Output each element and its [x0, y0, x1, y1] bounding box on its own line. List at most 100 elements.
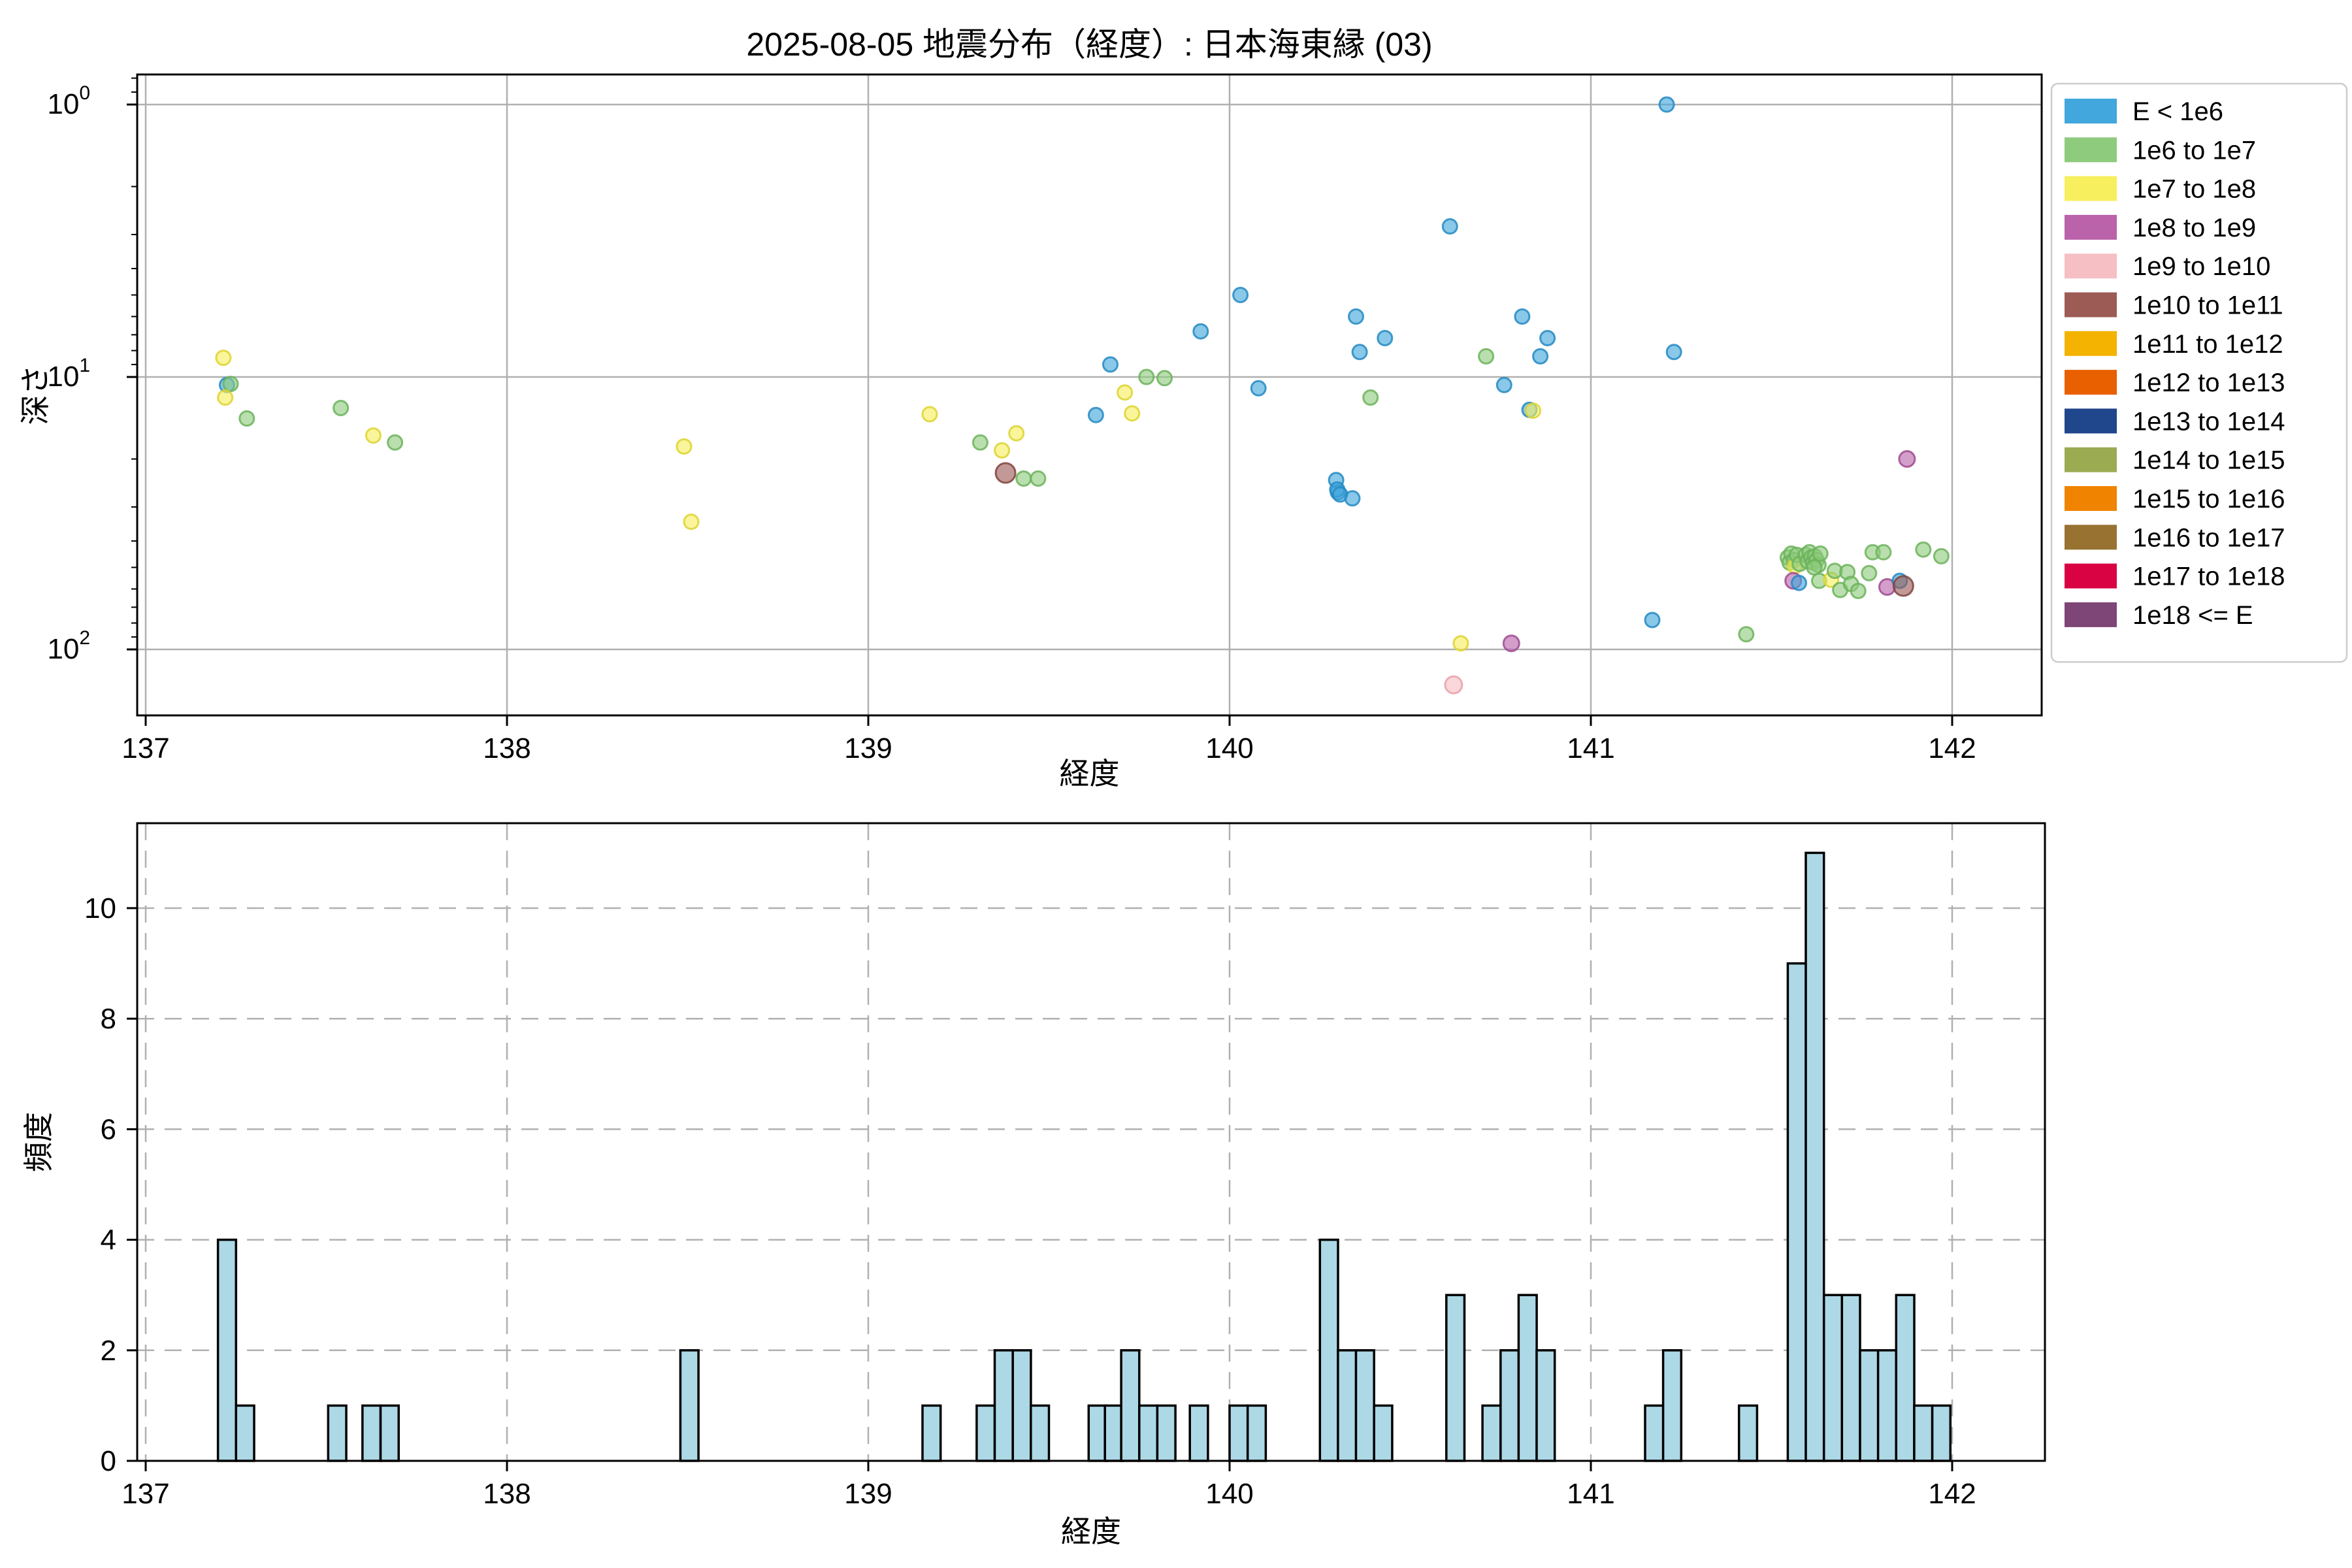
legend-label: E < 1e6 — [2132, 97, 2223, 126]
scatter-point — [1124, 405, 1141, 422]
histogram-bar — [1188, 1404, 1209, 1462]
scatter-yaxis-label: 深さ — [18, 365, 52, 425]
scatter-point — [1812, 545, 1829, 562]
energy-legend: E < 1e6 1e6 to 1e7 1e7 to 1e8 1e8 to 1e9 1e9… — [2050, 82, 2348, 663]
scatter-point — [972, 434, 988, 451]
histogram-bar — [1840, 1294, 1861, 1462]
scatter-point — [1192, 323, 1209, 340]
scatter-point — [1644, 612, 1661, 629]
histogram-xtick-label: 140 — [1205, 1478, 1253, 1510]
histogram-xtick-label: 138 — [483, 1478, 531, 1510]
scatter-point — [1030, 470, 1047, 487]
legend-swatch — [2065, 99, 2117, 123]
histogram-bar — [379, 1404, 400, 1462]
histogram-bar — [1354, 1349, 1375, 1462]
scatter-point — [1525, 402, 1541, 419]
scatter-point — [1738, 626, 1755, 643]
scatter-point — [1658, 96, 1675, 113]
legend-swatch — [2065, 408, 2117, 434]
histogram-ytick-label: 0 — [101, 1445, 116, 1477]
histogram-bar — [1318, 1238, 1339, 1462]
scatter-point — [365, 427, 382, 444]
scatter-point — [1344, 490, 1361, 507]
scatter-ticks — [127, 77, 1953, 726]
scatter-xtick-label: 137 — [122, 732, 169, 764]
scatter-xtick-label: 139 — [844, 732, 892, 764]
histogram-bar — [1445, 1294, 1466, 1462]
scatter-point — [1665, 344, 1682, 361]
legend-label: 1e10 to 1e11 — [2132, 291, 2283, 320]
histogram-bar — [1805, 851, 1825, 1462]
scatter-point — [1532, 348, 1549, 365]
scatter-point — [1791, 574, 1807, 591]
histogram-bars — [216, 851, 1952, 1462]
legend-label: 1e6 to 1e7 — [2132, 136, 2256, 165]
legend-label: 1e18 <= E — [2132, 601, 2253, 630]
legend-label: 1e8 to 1e9 — [2132, 214, 2256, 242]
scatter-xtick-label: 140 — [1205, 732, 1253, 764]
histogram-bar — [1481, 1404, 1502, 1462]
legend-label: 1e12 to 1e13 — [2132, 368, 2285, 397]
histogram-axes-frame — [136, 822, 2046, 1462]
legend-label: 1e15 to 1e16 — [2132, 485, 2285, 514]
scatter-point — [1250, 380, 1267, 397]
legend-swatch — [2065, 525, 2117, 550]
histogram-bar — [1228, 1404, 1249, 1462]
scatter-point — [1156, 370, 1173, 387]
legend-swatch — [2065, 563, 2117, 589]
scatter-point — [1377, 330, 1394, 346]
scatter-point — [1117, 384, 1134, 401]
scatter-point — [1348, 308, 1364, 325]
histogram-bar — [1931, 1404, 1952, 1462]
legend-label: 1e13 to 1e14 — [2132, 407, 2285, 436]
histogram-bar — [327, 1404, 348, 1462]
scatter-axes-frame — [136, 73, 2043, 717]
scatter-point — [1850, 583, 1867, 599]
histogram-bar — [1499, 1349, 1520, 1462]
histogram-bar — [1876, 1349, 1898, 1462]
histogram-bar — [1895, 1294, 1916, 1462]
histogram-ytick-label: 10 — [84, 892, 116, 924]
histogram-bar — [1156, 1404, 1177, 1462]
histogram-xtick-label: 137 — [122, 1478, 169, 1510]
scatter-point — [1015, 470, 1032, 487]
scatter-point — [1102, 356, 1119, 373]
histogram-bar — [1822, 1294, 1844, 1462]
scatter-xtick-label: 138 — [483, 732, 531, 764]
scatter-point — [1514, 308, 1531, 325]
legend-swatch — [2065, 486, 2117, 511]
scatter-point — [683, 514, 700, 531]
legend-swatch — [2065, 331, 2117, 356]
scatter-point — [215, 350, 232, 367]
scatter-point — [1452, 635, 1469, 652]
histogram-ytick-label: 2 — [101, 1335, 116, 1367]
scatter-grid — [137, 74, 2042, 715]
histogram-ticks — [127, 907, 1953, 1471]
histogram-tick-labels: 137 138 139 140 141 142 0 2 4 6 8 10 — [84, 892, 1976, 1510]
histogram-bar — [1011, 1349, 1032, 1462]
histogram-bar — [993, 1349, 1014, 1462]
histogram-xtick-label: 141 — [1567, 1478, 1614, 1510]
scatter-point — [1444, 675, 1463, 694]
histogram-grid — [137, 823, 2045, 1461]
scatter-point — [1502, 634, 1520, 653]
histogram-bar — [1373, 1404, 1394, 1462]
legend-box — [2050, 82, 2348, 663]
histogram-xaxis-label: 経度 — [1061, 1514, 1121, 1548]
chart-title: 2025-08-05 地震分布（経度）: 日本海東縁 (03) — [746, 26, 1432, 63]
scatter-point — [387, 434, 404, 451]
histogram-bar — [216, 1238, 238, 1462]
histogram-bar — [1661, 1349, 1683, 1462]
scatter-point — [1138, 368, 1155, 385]
histogram-bar — [1138, 1404, 1159, 1462]
histogram-bar — [1913, 1404, 1934, 1462]
scatter-point — [238, 410, 255, 427]
scatter-point — [1875, 544, 1892, 561]
histogram-bar — [1535, 1349, 1556, 1462]
scatter-point — [994, 442, 1011, 459]
legend-label: 1e9 to 1e10 — [2132, 252, 2270, 281]
histogram-bar — [1103, 1404, 1124, 1462]
legend-swatch — [2065, 447, 2117, 472]
